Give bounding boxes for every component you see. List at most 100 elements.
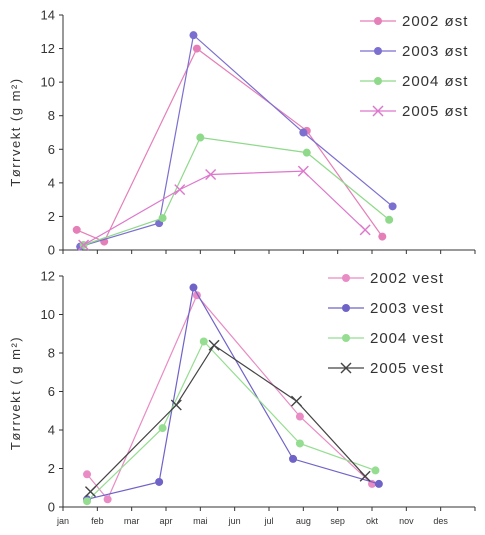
legend-marker xyxy=(342,274,350,282)
series-2005-vest xyxy=(84,339,371,498)
legend-entry: 2003 vest xyxy=(328,300,444,317)
series-2004-vest xyxy=(83,337,380,506)
legend-entry: 2002 øst xyxy=(360,13,468,30)
data-point xyxy=(83,470,92,479)
data-point xyxy=(205,168,217,180)
x-tick-label: apr xyxy=(159,516,172,526)
data-point xyxy=(158,424,167,433)
legend-marker xyxy=(374,47,382,55)
data-point xyxy=(189,283,198,292)
legend-marker xyxy=(372,105,384,117)
data-point xyxy=(374,479,383,488)
y-tick-label: 12 xyxy=(41,41,55,56)
x-tick-label: mar xyxy=(124,516,140,526)
x-tick-label: jan xyxy=(56,516,69,526)
data-point xyxy=(158,214,167,223)
legend-label: 2003 øst xyxy=(402,43,468,60)
legend-label: 2003 vest xyxy=(370,300,444,317)
y-tick-label: 0 xyxy=(48,500,55,515)
x-tick-label: mai xyxy=(193,516,208,526)
chart-2: 0 2 4 6 8 10 12 jan feb mar apr mai jun jul aug sep okt n… xyxy=(8,269,476,526)
data-point xyxy=(295,439,304,448)
data-point xyxy=(359,224,371,236)
x-tick-label: jun xyxy=(228,516,241,526)
y-tick-label: 6 xyxy=(48,142,55,157)
x-tick-label: okt xyxy=(366,516,379,526)
series-line xyxy=(86,285,380,500)
legend-entry: 2002 vest xyxy=(328,270,444,287)
data-point xyxy=(199,337,208,346)
x-tick-label: feb xyxy=(91,516,104,526)
legend-label: 2004 vest xyxy=(370,330,444,347)
series-line xyxy=(83,136,390,246)
legend-entry: 2005 vest xyxy=(328,360,444,377)
x-tick-label: nov xyxy=(399,516,414,526)
data-point xyxy=(174,184,186,196)
x-tick-label: jul xyxy=(263,516,273,526)
data-point xyxy=(192,44,201,53)
legend-marker xyxy=(374,17,382,25)
data-point xyxy=(385,215,394,224)
data-point xyxy=(189,31,198,40)
data-point xyxy=(290,395,302,407)
y-tick-label: 0 xyxy=(48,243,55,258)
y-tick-label: 6 xyxy=(48,384,55,399)
data-point xyxy=(84,486,96,498)
y-tick-label: 4 xyxy=(48,423,55,438)
legend-entry: 2004 øst xyxy=(360,73,468,90)
data-point xyxy=(302,148,311,157)
data-point xyxy=(103,495,112,504)
series-2003-vest xyxy=(83,283,383,504)
y-tick-label: 12 xyxy=(41,269,55,284)
series-2003-øst xyxy=(76,31,397,251)
series-line xyxy=(80,33,393,248)
data-point xyxy=(299,128,308,137)
y-axis-label: Tørrvekt (g m²) xyxy=(8,77,23,186)
data-point xyxy=(297,165,309,177)
series-line xyxy=(76,47,383,243)
legend-label: 2005 øst xyxy=(402,103,468,120)
y-tick-label: 2 xyxy=(48,461,55,476)
legend-entry: 2003 øst xyxy=(360,43,468,60)
legend-entry: 2005 øst xyxy=(360,103,468,120)
y-tick-label: 8 xyxy=(48,346,55,361)
legend-label: 2002 vest xyxy=(370,270,444,287)
data-point xyxy=(196,133,205,142)
data-point xyxy=(371,466,380,475)
legend-label: 2002 øst xyxy=(402,13,468,30)
data-point xyxy=(78,239,90,251)
series-2002-vest xyxy=(83,291,376,504)
data-point xyxy=(170,399,182,411)
x-tick-label: sep xyxy=(330,516,345,526)
y-tick-label: 14 xyxy=(41,8,55,23)
y-tick-label: 4 xyxy=(48,175,55,190)
y-tick-label: 8 xyxy=(48,108,55,123)
y-tick-label: 10 xyxy=(41,307,55,322)
legend-marker xyxy=(340,362,352,374)
series-2002-øst xyxy=(72,44,387,246)
series-2005-øst xyxy=(78,165,371,251)
data-point xyxy=(208,339,220,351)
legend-entry: 2004 vest xyxy=(328,330,444,347)
y-tick-label: 10 xyxy=(41,75,55,90)
data-point xyxy=(378,232,387,241)
chart-1: 0 2 4 6 8 10 12 14 Tørrvekt (g m²) 2002 øst 2003 ø… xyxy=(8,8,476,258)
x-tick-label: aug xyxy=(296,516,311,526)
legend-marker xyxy=(342,334,350,342)
legend-marker xyxy=(342,304,350,312)
series-line xyxy=(86,340,376,502)
data-point xyxy=(295,412,304,421)
legend-label: 2005 vest xyxy=(370,360,444,377)
data-point xyxy=(83,497,92,506)
series-line xyxy=(83,170,366,246)
y-axis-label: Tørrvekt ( g m²) xyxy=(8,336,23,450)
data-point xyxy=(388,202,397,211)
x-tick-label: des xyxy=(433,516,448,526)
y-tick-label: 2 xyxy=(48,209,55,224)
series-line xyxy=(86,294,373,501)
data-point xyxy=(289,454,298,463)
series-2004-øst xyxy=(79,133,394,249)
legend-label: 2004 øst xyxy=(402,73,468,90)
data-point xyxy=(72,225,81,234)
